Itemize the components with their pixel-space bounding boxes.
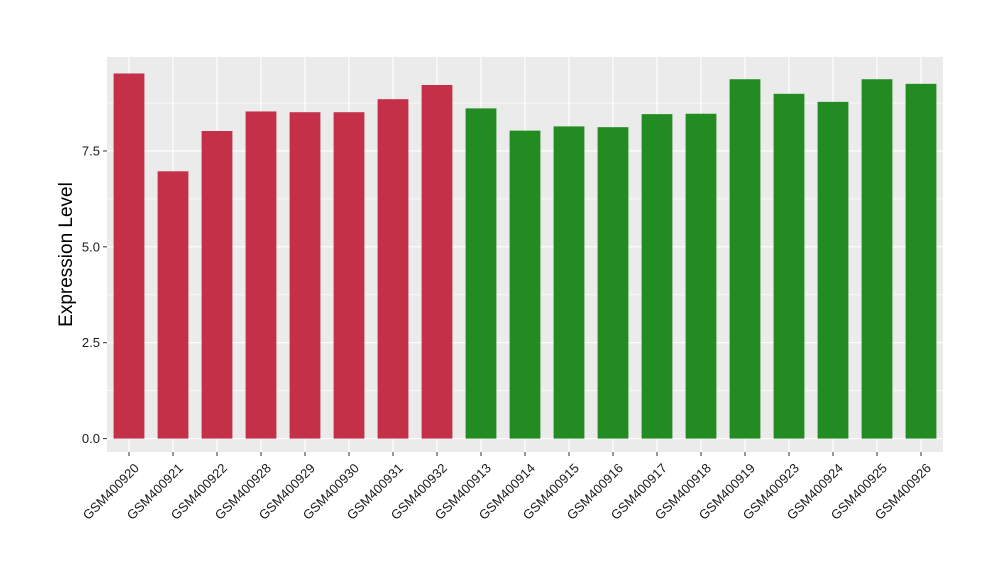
bar-GSM400917 (641, 114, 673, 439)
y-tick-label: 0.0 (82, 431, 100, 446)
bar-GSM400914 (509, 130, 541, 439)
bar-GSM400920 (113, 73, 145, 439)
x-axis: GSM400920GSM400921GSM400922GSM400928GSM4… (80, 452, 934, 523)
bar-GSM400918 (685, 113, 717, 439)
y-axis: 0.0 2.5 5.0 7.5 (82, 143, 107, 446)
bar-GSM400928 (245, 111, 277, 439)
bar-GSM400930 (333, 112, 365, 439)
bar-GSM400921 (157, 171, 189, 439)
y-axis-title: Expression Level (56, 182, 77, 327)
bar-GSM400915 (553, 126, 585, 439)
y-tick-label: 5.0 (82, 239, 100, 254)
bar-GSM400925 (861, 79, 893, 439)
y-tick-label: 7.5 (82, 143, 100, 158)
bar-GSM400916 (597, 127, 629, 439)
bars (113, 73, 937, 439)
bar-GSM400922 (201, 131, 233, 439)
bar-GSM400923 (773, 93, 805, 439)
bar-GSM400932 (421, 84, 453, 439)
y-tick-label: 2.5 (82, 335, 100, 350)
bar-GSM400929 (289, 112, 321, 439)
bar-GSM400926 (905, 83, 937, 439)
bar-GSM400919 (729, 79, 761, 439)
bar-GSM400924 (817, 101, 849, 439)
bar-GSM400931 (377, 99, 409, 439)
bar-GSM400913 (465, 108, 497, 439)
